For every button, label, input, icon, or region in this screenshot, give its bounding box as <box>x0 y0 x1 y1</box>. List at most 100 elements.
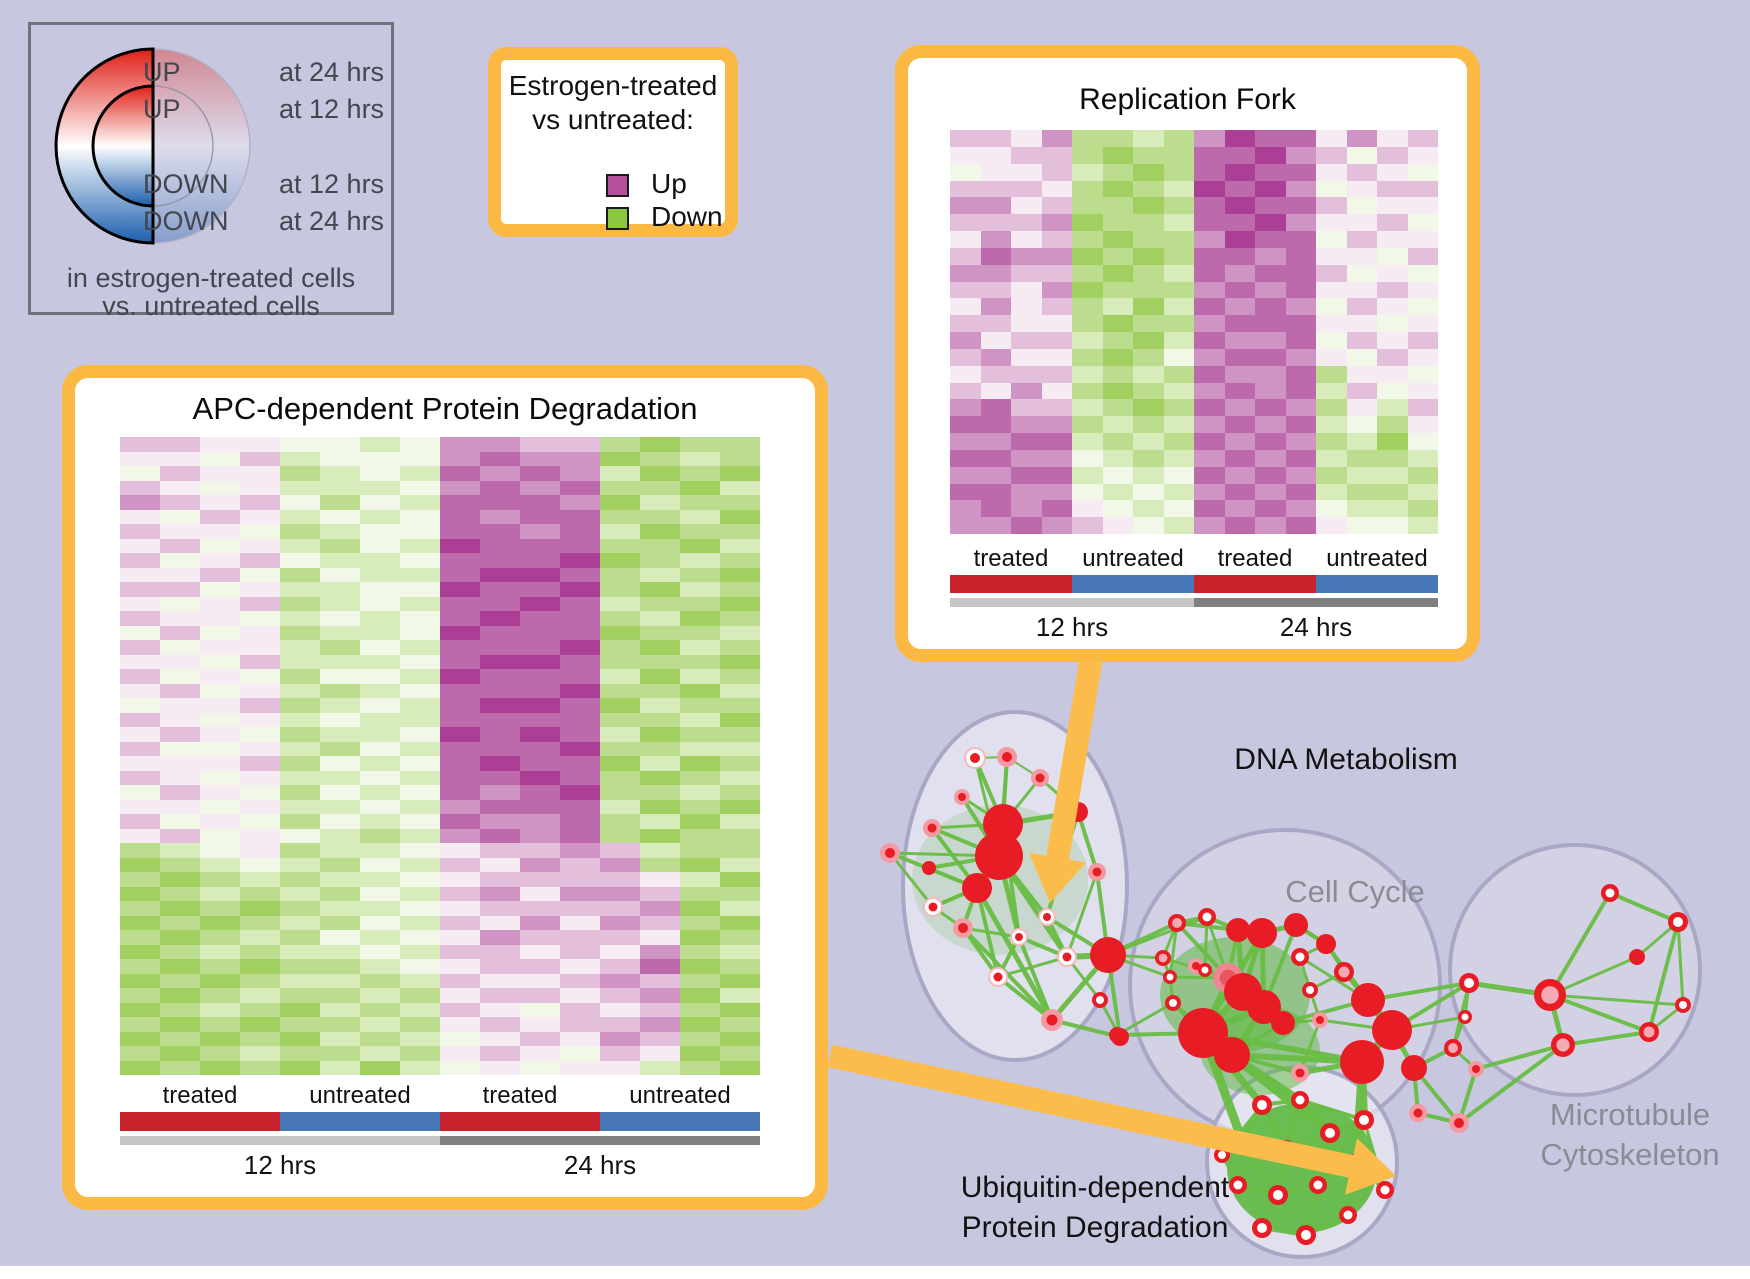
heatmap-cell <box>1377 466 1408 484</box>
heatmap-cell <box>680 756 720 771</box>
heatmap-cell <box>1346 247 1377 265</box>
heatmap-cell <box>240 437 280 452</box>
heatmap-cell <box>240 727 280 742</box>
heatmap-cell <box>980 500 1011 518</box>
heatmap-cell <box>1041 247 1072 265</box>
heatmap-cell <box>720 770 760 785</box>
heatmap-cell <box>560 973 600 988</box>
up-color-swatch <box>606 174 629 197</box>
heatmap-cell <box>640 451 680 466</box>
heatmap-cell <box>280 901 320 916</box>
heatmap-cell <box>640 857 680 872</box>
heatmap-cell <box>200 843 240 858</box>
heatmap-cell <box>240 901 280 916</box>
heatmap-cell <box>360 1046 400 1061</box>
heatmap-cell <box>520 524 560 539</box>
heatmap-cell <box>1224 264 1255 282</box>
heatmap-cell <box>120 553 160 568</box>
heatmap-cell <box>640 901 680 916</box>
heatmap-cell <box>720 1046 760 1061</box>
heatmap-cell <box>200 1002 240 1017</box>
heatmap-cell <box>680 1002 720 1017</box>
heatmap-cell <box>1102 264 1133 282</box>
heatmap-cell <box>520 596 560 611</box>
heatmap-cell <box>1072 264 1103 282</box>
heatmap-cell <box>360 625 400 640</box>
heatmap-cell <box>480 480 520 495</box>
heatmap-cell <box>240 495 280 510</box>
network-node-red <box>1090 937 1126 973</box>
heatmap-cell <box>320 524 360 539</box>
heatmap-cell <box>1072 399 1103 417</box>
heatmap-cell <box>1011 500 1042 518</box>
heatmap-cell <box>320 915 360 930</box>
heatmap-cell <box>360 857 400 872</box>
apc-time-bar <box>120 1136 760 1145</box>
heatmap-cell <box>280 799 320 814</box>
heatmap-cell <box>320 973 360 988</box>
heatmap-cell <box>360 538 400 553</box>
heatmap-cell <box>1316 399 1347 417</box>
heatmap-cell <box>1102 517 1133 534</box>
heatmap-cell <box>1285 146 1316 164</box>
heatmap-cell <box>980 180 1011 198</box>
heatmap-cell <box>980 416 1011 433</box>
heatmap-cell <box>1133 382 1164 400</box>
heatmap-cell <box>640 814 680 829</box>
heatmap-cell <box>1377 197 1408 215</box>
rf-group-label-4: untreated <box>1326 545 1428 572</box>
heatmap-cell <box>200 538 240 553</box>
heatmap-cell <box>1285 281 1316 299</box>
heatmap-cell <box>1041 399 1072 417</box>
heatmap-cell <box>1255 466 1286 484</box>
heatmap-cell <box>560 770 600 785</box>
heatmap-cell <box>680 988 720 1003</box>
heatmap-cell <box>640 756 680 771</box>
heatmap-cell <box>560 538 600 553</box>
heatmap-cell <box>1377 231 1408 248</box>
heatmap-cell <box>280 654 320 669</box>
legend-up-inner: UP <box>143 94 181 124</box>
heatmap-cell <box>1194 197 1225 215</box>
heatmap-cell <box>1041 197 1072 215</box>
apc-bar-treated-24 <box>440 1112 600 1131</box>
heatmap-cell <box>1346 517 1377 534</box>
heatmap-cell <box>440 1060 480 1075</box>
heatmap-cell <box>1224 416 1255 433</box>
heatmap-cell <box>1377 264 1408 282</box>
heatmap-cell <box>560 582 600 597</box>
heatmap-cell <box>280 712 320 727</box>
heatmap-cell <box>480 437 520 452</box>
heatmap-cell <box>1285 214 1316 231</box>
heatmap-cell <box>1224 247 1255 265</box>
apc-group-label-3: treated <box>482 1082 558 1109</box>
heatmap-cell <box>1224 365 1255 383</box>
heatmap-cell <box>240 669 280 684</box>
heatmap-cell <box>480 611 520 626</box>
estrogen-legend-title-line1: Estrogen-treated <box>508 70 718 101</box>
network-node-ring_white <box>1301 1230 1311 1240</box>
heatmap-cell <box>520 669 560 684</box>
heatmap-cell <box>1377 332 1408 349</box>
network-node-ring_white <box>1202 912 1212 922</box>
heatmap-cell <box>360 698 400 713</box>
heatmap-cell <box>280 857 320 872</box>
heatmap-cell <box>1041 180 1072 198</box>
heatmap-cell <box>400 959 440 974</box>
network-node-ring_white <box>1343 1210 1353 1220</box>
heatmap-cell <box>280 843 320 858</box>
heatmap-cell <box>1224 399 1255 417</box>
heatmap-cell <box>1102 247 1133 265</box>
heatmap-cell <box>400 698 440 713</box>
heatmap-cell <box>720 509 760 524</box>
heatmap-cell <box>280 698 320 713</box>
heatmap-cell <box>280 1046 320 1061</box>
heatmap-cell <box>560 524 600 539</box>
heatmap-cell <box>950 130 981 147</box>
heatmap-cell <box>520 567 560 582</box>
heatmap-cell <box>120 973 160 988</box>
heatmap-cell <box>480 814 520 829</box>
heatmap-cell <box>1377 382 1408 400</box>
heatmap-cell <box>1285 231 1316 248</box>
estrogen-color-legend: Estrogen-treated vs untreated: Up Down <box>488 47 738 237</box>
